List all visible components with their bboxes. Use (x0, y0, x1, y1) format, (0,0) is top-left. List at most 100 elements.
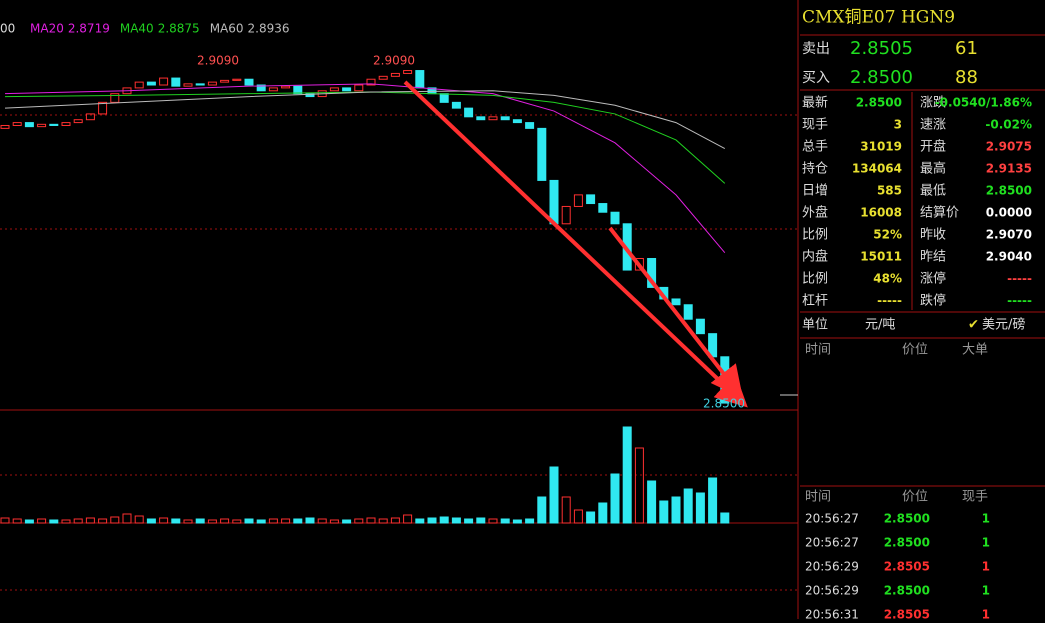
volume-bar (24, 519, 34, 524)
volume-bar (439, 516, 449, 524)
quote-label: 比例 (802, 228, 828, 243)
volume-bar (256, 519, 266, 524)
trade-price: 2.8505 (884, 608, 930, 620)
volume-bar (659, 500, 669, 524)
legend-name: MA60 (210, 22, 244, 36)
quote-title: CMX铜E07 HGN9 (802, 8, 955, 28)
volume-bar (98, 518, 108, 524)
quote-label: 昨结 (920, 250, 946, 265)
quote-value: 2.9040 (986, 250, 1032, 264)
high-label: 2.9090 (373, 54, 415, 68)
volume-bar (476, 517, 486, 524)
volume-bar (342, 519, 352, 524)
volume-bar (598, 502, 608, 524)
volume-bar (268, 518, 278, 524)
trade-price: 2.8500 (884, 536, 930, 550)
quote-value: 0.0000 (986, 206, 1032, 220)
volume-bar (537, 496, 547, 524)
volume-bar (220, 518, 230, 524)
volume-bar (403, 514, 413, 524)
quote-value: ----- (1007, 294, 1032, 308)
legend-value: 2.8875 (158, 22, 200, 36)
trade-qty: 1 (982, 536, 990, 550)
volume-bar (207, 519, 217, 524)
volume-bar (0, 517, 10, 524)
quote-label: 持仓 (802, 162, 828, 177)
candle (329, 87, 339, 92)
unit-left: 元/吨 (865, 318, 895, 333)
volume-bar (195, 518, 205, 524)
unit-right[interactable]: 美元/磅 (982, 317, 1025, 333)
candle (439, 93, 449, 103)
quote-value: -0.0540/1.86% (935, 96, 1032, 110)
column-header: 时间 (805, 343, 831, 358)
candle (220, 79, 230, 83)
quote-label: 现手 (802, 118, 828, 133)
candle (171, 77, 181, 87)
candle (415, 70, 425, 89)
quote-label: 总手 (802, 140, 828, 155)
quote-label: 结算价 (920, 206, 959, 221)
volume-bar (512, 519, 522, 524)
candle (537, 127, 547, 181)
quote-value: 3 (894, 118, 902, 132)
quote-value: ----- (1007, 272, 1032, 286)
volume-bar (561, 496, 571, 524)
trade-time: 20:56:29 (805, 560, 859, 574)
candle (451, 101, 461, 109)
volume-bar (244, 518, 254, 524)
low-label: 2.8500 (703, 397, 745, 411)
trade-price: 2.8505 (884, 560, 930, 574)
quote-label: 跌停 (920, 293, 946, 309)
volume-bar (305, 517, 315, 524)
column-header: 现手 (962, 490, 988, 505)
arrow (608, 226, 743, 399)
candle (183, 83, 193, 87)
quote-value: 2.9135 (986, 162, 1032, 176)
quote-label: 日增 (802, 184, 828, 199)
quote-value: 48% (873, 272, 902, 286)
trade-time: 20:56:27 (805, 512, 859, 526)
volume-bar (317, 518, 327, 524)
trade-qty: 1 (982, 560, 990, 574)
volume-bar (293, 518, 303, 524)
volume-bar (134, 515, 144, 524)
legend-name: MA20 (30, 22, 64, 36)
candle (671, 298, 681, 306)
quote-label: 开盘 (920, 139, 946, 155)
quote-label: 最新 (802, 95, 828, 111)
volume-bar (378, 518, 388, 524)
quote-value: 16008 (860, 206, 902, 220)
quote-value: 585 (877, 184, 902, 198)
volume-bar (110, 516, 120, 524)
candle (561, 205, 571, 225)
candle (390, 72, 400, 77)
candle (342, 87, 352, 92)
quote-label: 外盘 (802, 205, 828, 221)
candle (476, 116, 486, 121)
volume-bar (695, 492, 705, 524)
trade-price: 2.8500 (884, 512, 930, 526)
candle (525, 122, 535, 129)
candle (573, 194, 583, 207)
candle (256, 84, 266, 92)
candle (695, 318, 705, 335)
candle (207, 81, 217, 86)
candle (305, 93, 315, 98)
volume-bar (37, 518, 47, 524)
column-header: 价位 (902, 490, 928, 505)
volume-bar (49, 519, 59, 524)
volume-bar (720, 512, 730, 524)
quote-label: 内盘 (802, 249, 828, 265)
sell-qty: 61 (955, 38, 978, 59)
column-header: 价位 (902, 343, 928, 358)
candle (37, 123, 47, 128)
candle (0, 124, 10, 129)
volume-bar (61, 519, 71, 524)
volume-bar (708, 477, 718, 524)
legend-fragment: 00 (0, 22, 15, 36)
buy-qty: 88 (955, 67, 978, 88)
quote-value: 2.9070 (986, 228, 1032, 242)
